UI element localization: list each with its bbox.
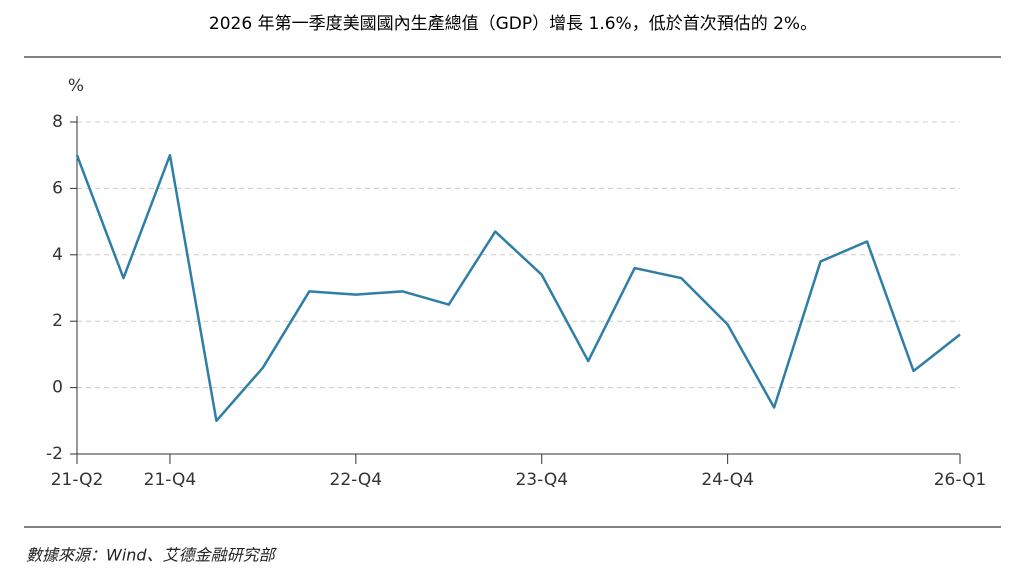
source: 數據來源：Wind、艾德金融研究部: [26, 546, 278, 565]
series-line: [75, 153, 961, 423]
y-tick-label: 4: [52, 245, 63, 265]
x-tick-label: 23-Q4: [515, 470, 568, 490]
x-tick-label: 21-Q4: [144, 470, 197, 490]
y-tick-label: 8: [52, 112, 63, 132]
y-tick-label: 2: [52, 311, 63, 331]
x-tick-label: 21-Q2: [51, 470, 104, 490]
x-tick-label: 26-Q1: [934, 470, 987, 490]
y-tick-label: 0: [52, 378, 63, 398]
x-tick-label: 22-Q4: [330, 470, 383, 490]
x-tick-label: 24-Q4: [701, 470, 754, 490]
chart-title: 2026 年第一季度美國國內生產總值（GDP）增長 1.6%，低於首次預估的 2…: [209, 14, 817, 34]
y-unit: %: [68, 76, 84, 96]
y-tick-label: -2: [46, 444, 63, 464]
y-tick-label: 6: [52, 178, 63, 198]
